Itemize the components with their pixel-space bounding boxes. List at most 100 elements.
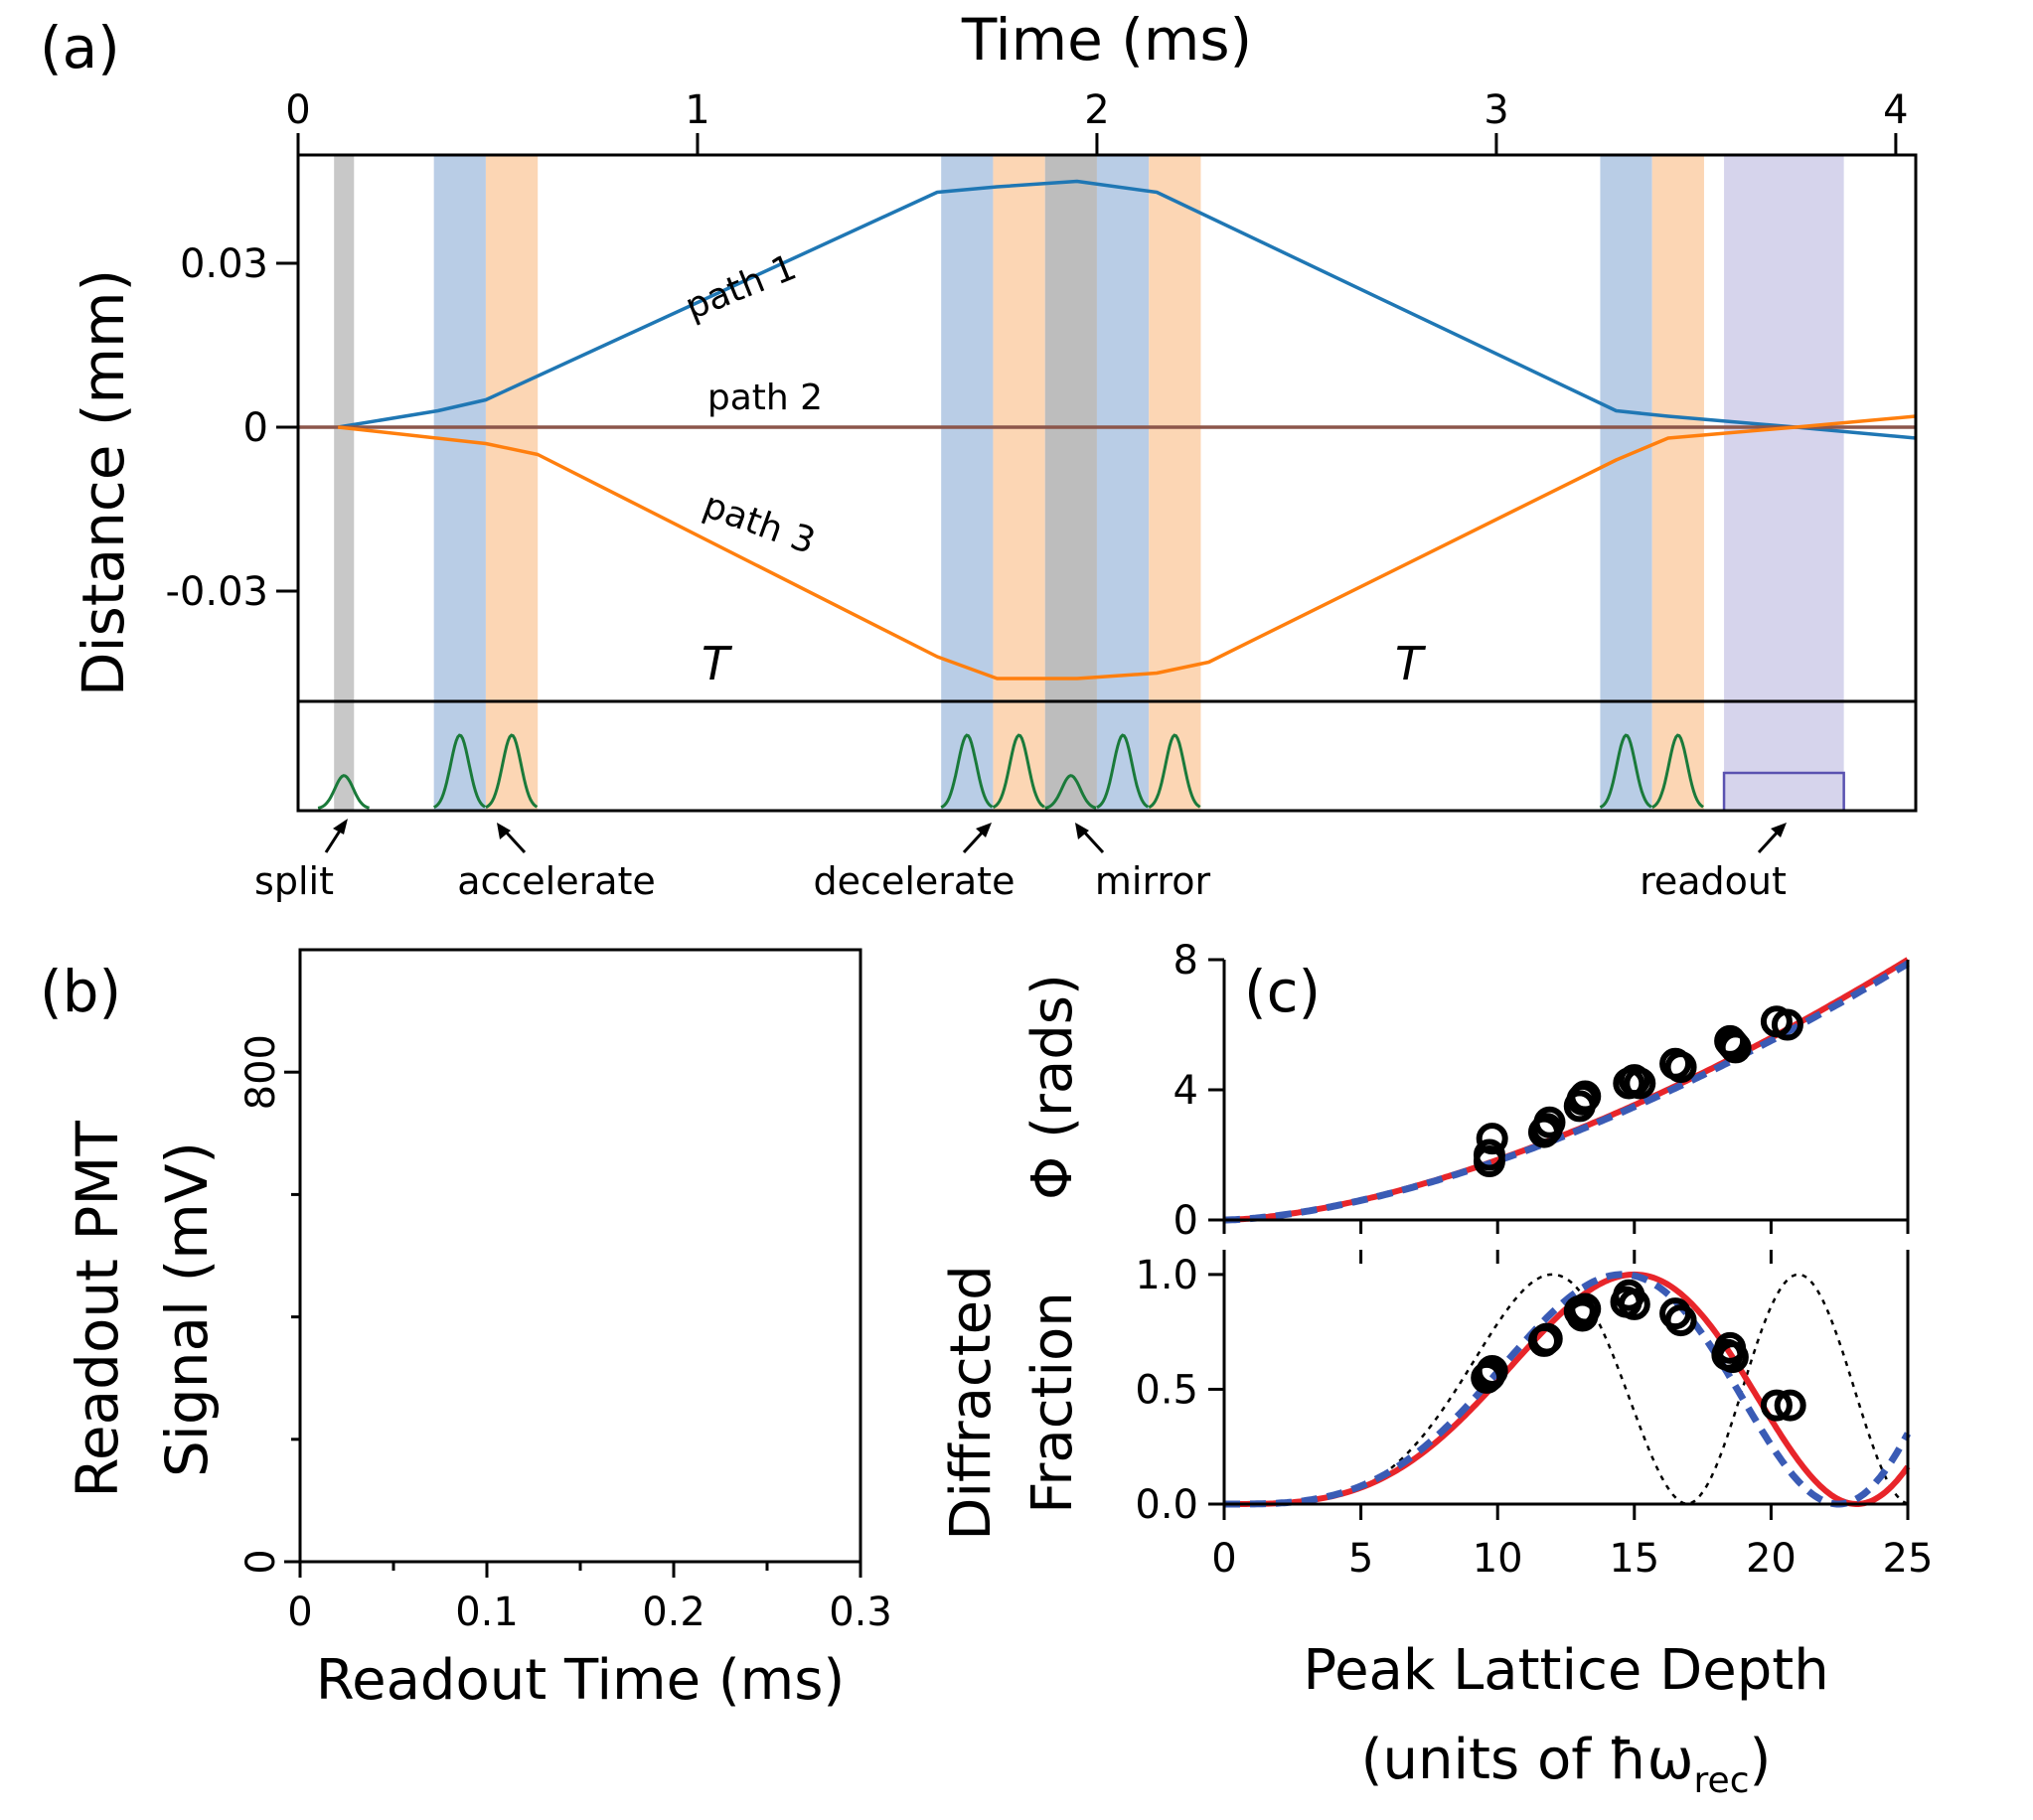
c-bottom-point-4 — [1527, 1324, 1560, 1357]
a-pulse-traces — [317, 733, 1845, 813]
c-xtick-label-5: 25 — [1883, 1536, 1934, 1582]
a-xtick-label-4: 4 — [1883, 87, 1908, 133]
pulse-8 — [1599, 733, 1652, 809]
b-axis-ticks: 0 0.1 0.2 0.3 0 800 — [238, 1034, 892, 1635]
c-xtick-label-0: 0 — [1211, 1536, 1236, 1582]
b-plot-frame — [298, 948, 862, 1564]
a-xtick-label-2: 2 — [1084, 87, 1109, 133]
b-ylabel-line1: Readout PMT — [64, 1121, 131, 1498]
c-xlabel-line1: Peak Lattice Depth — [1303, 1638, 1828, 1703]
c-top-fit-red — [1224, 957, 1910, 1223]
c-top-ylabel: Φ (rads) — [1020, 974, 1085, 1200]
a-path-lines — [298, 179, 1917, 681]
panel-a: 0 1 2 3 4 0.03 0 -0.03 (a) Time (ms) Distance (… — [40, 6, 1918, 903]
c-top-point-2 — [1473, 1145, 1505, 1178]
a-ylabel: Distance (mm) — [70, 269, 137, 696]
shade-readout-10 — [1724, 155, 1844, 811]
T-label-1: T — [702, 637, 733, 690]
pulse-7 — [1148, 733, 1201, 809]
b-xtick-label-1: 0.1 — [455, 1590, 519, 1635]
path-3-label: path 3 — [698, 485, 820, 562]
shade-mirror-6 — [1096, 155, 1150, 811]
annotation-decelerate: decelerate — [814, 859, 1016, 903]
b-xlabel: Readout Time (ms) — [316, 1648, 846, 1713]
a-annotation-arrows — [324, 819, 1787, 854]
annotation-readout: readout — [1640, 859, 1787, 903]
c-top-point-16 — [1716, 1028, 1749, 1061]
c-bottom-point-15 — [1711, 1338, 1744, 1371]
c-xtick-label-2: 10 — [1473, 1536, 1523, 1582]
c-top-point-5 — [1527, 1116, 1560, 1148]
c-bottom-ytick-label-2: 1.0 — [1135, 1253, 1198, 1298]
c-bottom-ytick-label-1: 0.5 — [1135, 1367, 1198, 1413]
c-axis-ticks: 0 5 10 15 20 25 0 4 8 0.0 0.5 1.0 — [1135, 938, 1933, 1582]
pulse-2 — [485, 733, 539, 809]
c-top-ytick-label-1: 4 — [1173, 1068, 1198, 1114]
pulse-0 — [317, 774, 370, 810]
c-bottom-point-7 — [1569, 1292, 1602, 1325]
c-bottom-point-2 — [1471, 1361, 1503, 1394]
a-xtick-label-1: 1 — [685, 87, 709, 133]
annotation-mirror: mirror — [1095, 859, 1211, 903]
c-bottom-point-10 — [1618, 1288, 1650, 1320]
panel-b-label: (b) — [40, 958, 121, 1025]
annotation-accelerate: accelerate — [457, 859, 656, 903]
c-top-frame — [1222, 960, 1910, 1222]
shade-accelerate-2 — [485, 155, 539, 811]
c-xtick-label-4: 20 — [1746, 1536, 1797, 1582]
shade-mirror-5 — [1044, 155, 1097, 811]
c-top-point-8 — [1563, 1090, 1596, 1123]
c-bottom-ylabel-line1: Diffracted — [939, 1265, 1004, 1540]
a-plot-frame — [296, 153, 1918, 813]
c-xtick-label-1: 5 — [1348, 1536, 1373, 1582]
path-1-line — [337, 179, 1917, 440]
c-top-point-18 — [1771, 1008, 1803, 1041]
shade-decelerate-4 — [993, 155, 1045, 811]
c-bottom-point-17 — [1774, 1389, 1806, 1422]
c-xlabel-close: ) — [1750, 1728, 1772, 1792]
panel-b: 0 0.1 0.2 0.3 0 800 (b) Readout Time (ms) Rea… — [40, 948, 892, 1713]
c-top-point-11 — [1624, 1067, 1656, 1100]
c-top-ytick-label-0: 0 — [1173, 1198, 1198, 1244]
c-bottom-model-blue — [1224, 1271, 1912, 1508]
pulse-9 — [1651, 733, 1704, 809]
shade-accelerate-1 — [433, 155, 486, 811]
b-xtick-label-3: 0.3 — [829, 1590, 892, 1635]
c-top-point-13 — [1664, 1051, 1697, 1084]
b-ytick-label-1: 800 — [238, 1034, 284, 1110]
pulse-6 — [1096, 733, 1150, 809]
c-bottom-square-pulse-dotted — [1224, 1273, 1909, 1506]
a-axis-ticks: 0 1 2 3 4 0.03 0 -0.03 — [166, 87, 1909, 615]
a-shaded-regions — [334, 155, 1844, 811]
pulse-4 — [992, 733, 1045, 809]
path-1-label: path 1 — [680, 247, 802, 329]
path-2-label: path 2 — [707, 378, 823, 418]
a-xtick-label-3: 3 — [1484, 87, 1508, 133]
shade-decelerate-3 — [941, 155, 994, 811]
c-top-content — [1224, 957, 1910, 1224]
shade-split-0 — [334, 155, 355, 811]
c-bottom-frame — [1222, 1264, 1910, 1506]
a-ytick-label-2: -0.03 — [166, 569, 269, 615]
T-label-2: T — [1395, 637, 1427, 690]
c-bottom-point-16 — [1760, 1389, 1793, 1422]
c-top-ytick-label-2: 8 — [1173, 938, 1198, 984]
c-bottom-content — [1224, 1271, 1912, 1508]
c-bottom-ytick-label-0: 0.0 — [1135, 1482, 1198, 1528]
c-xlabel-line2: (units of ħωrec) — [1361, 1728, 1772, 1801]
shade-pulse-9 — [1651, 155, 1704, 811]
a-xlabel: Time (ms) — [961, 6, 1252, 74]
a-xtick-label-0: 0 — [285, 87, 310, 133]
c-bottom-point-12 — [1664, 1304, 1697, 1337]
panel-a-label: (a) — [40, 14, 120, 81]
panel-c: 0 5 10 15 20 25 0 4 8 0.0 0.5 1.0 (c) Φ (rads) Diff… — [939, 938, 1933, 1801]
c-bottom-ylabel-line2: Fraction — [1020, 1291, 1085, 1514]
shade-pulse-8 — [1600, 155, 1652, 811]
pulse-5 — [1044, 774, 1097, 810]
path-3-line — [338, 414, 1917, 681]
b-xtick-label-2: 0.2 — [642, 1590, 705, 1635]
b-xtick-label-0: 0 — [287, 1590, 312, 1635]
c-xlabel-subscript: rec — [1694, 1760, 1750, 1801]
a-ytick-label-0: 0.03 — [180, 241, 268, 287]
